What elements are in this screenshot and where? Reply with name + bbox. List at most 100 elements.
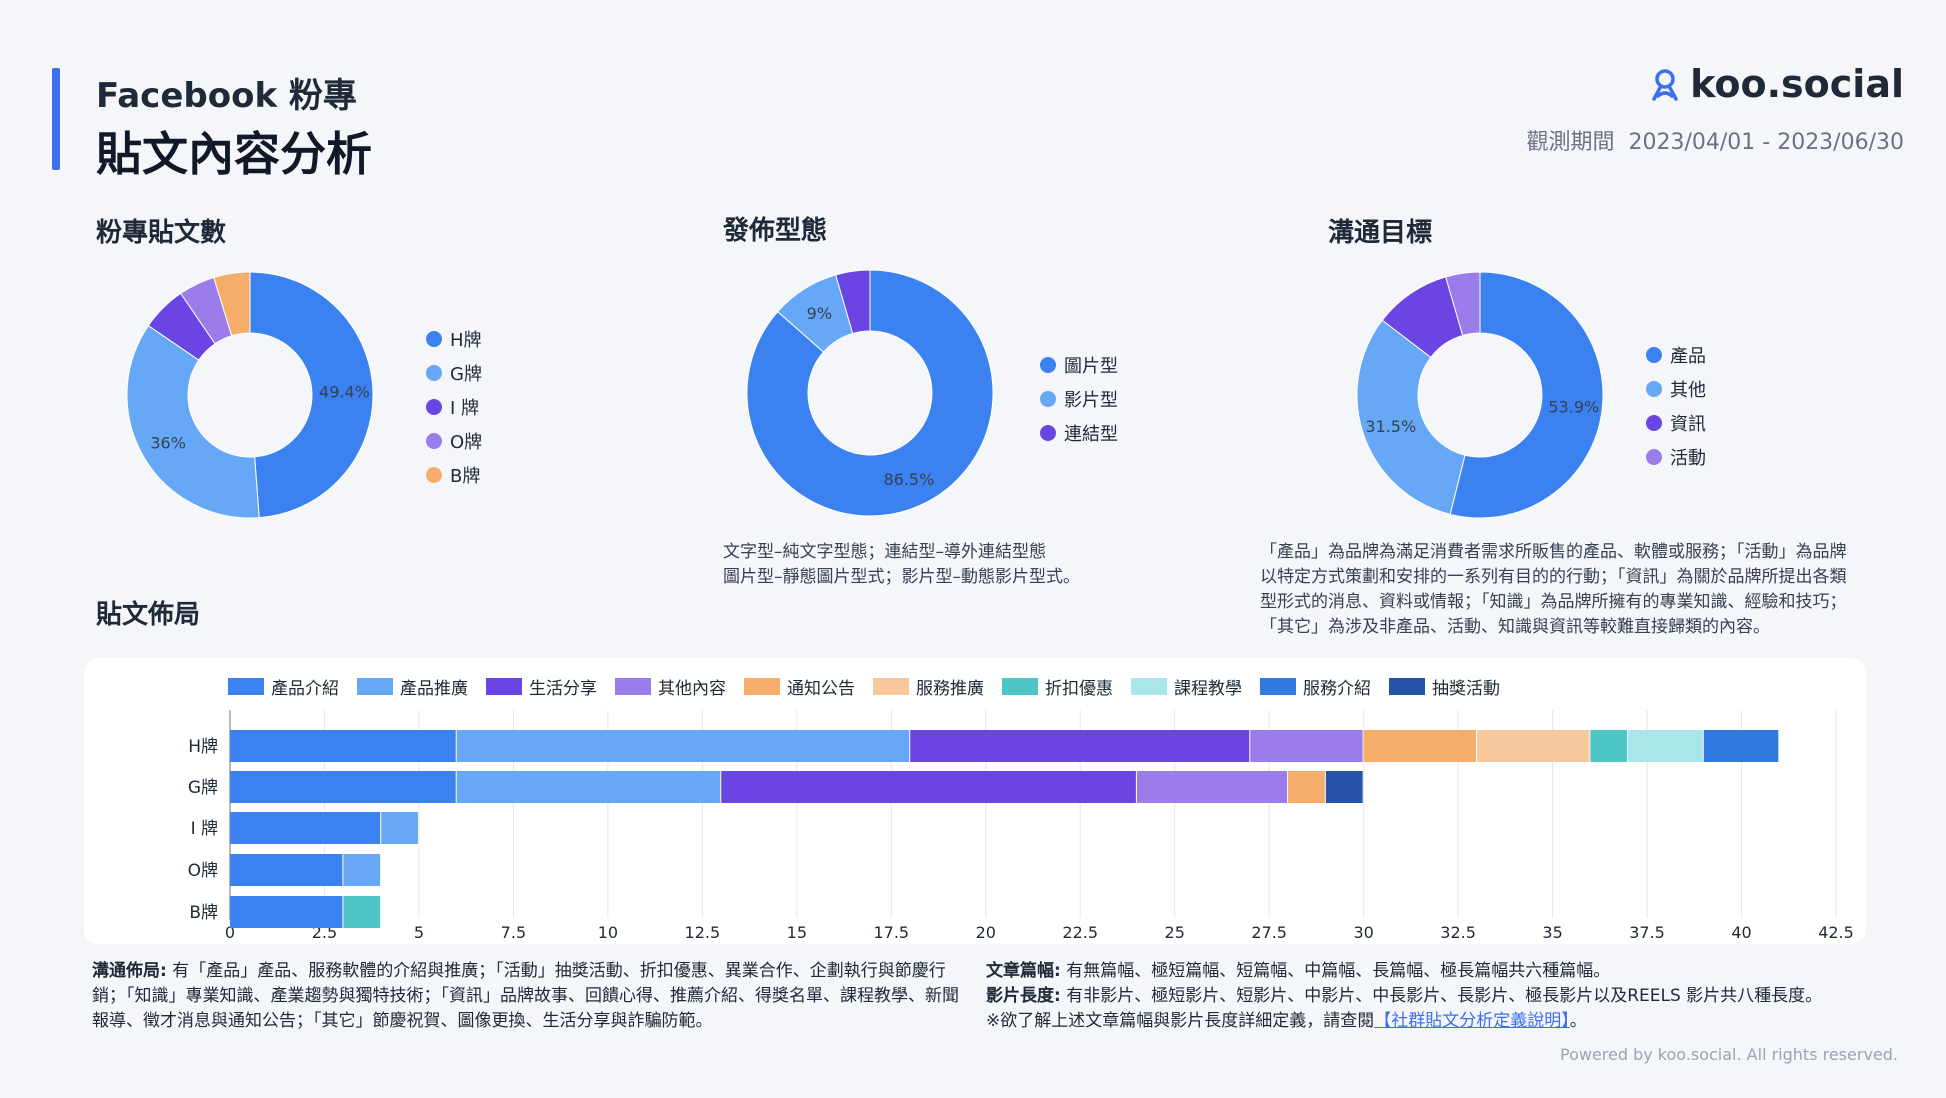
bar-legend-label: 生活分享 — [529, 679, 597, 699]
legend-dot-icon — [1040, 391, 1056, 407]
bar-legend-label: 服務推廣 — [916, 679, 984, 699]
format-legend: 圖片型影片型連結型 — [1040, 352, 1118, 446]
legend-dot-icon — [426, 331, 442, 347]
y-category-label: I 牌 — [191, 819, 218, 839]
layout-footnote: 溝通佈局: 有「產品」產品、服務軟體的介紹與推廣；「活動」抽獎活動、折扣優惠、異… — [92, 959, 972, 1034]
legend-item[interactable]: 影片型 — [1040, 386, 1118, 412]
legend-label: 圖片型 — [1064, 356, 1118, 377]
bar-segment — [230, 812, 381, 844]
legend-label: H牌 — [450, 330, 482, 351]
brand-logo[interactable]: koo.social — [1650, 62, 1904, 106]
layout-stacked-bar-chart: 0 2.5 5 7.5 10 12.5 15 17.5 20 22.5 25 27.5 30 32.5 35… — [188, 710, 1854, 942]
bar-legend-item[interactable]: 通知公告 — [744, 674, 855, 699]
legend-item[interactable]: 產品 — [1646, 342, 1706, 368]
legend-item[interactable]: 連結型 — [1040, 420, 1118, 446]
x-tick-label: 35 — [1542, 923, 1562, 942]
legend-dot-icon — [426, 433, 442, 449]
x-tick-label: 37.5 — [1629, 923, 1665, 942]
posts-legend: H牌 G牌 I 牌 O牌 B牌 — [426, 326, 482, 488]
x-tick-label: 17.5 — [873, 923, 909, 942]
bar-legend-item[interactable]: 服務推廣 — [873, 674, 984, 699]
legend-item[interactable]: H牌 — [426, 326, 482, 352]
slice-label: 86.5% — [883, 470, 934, 489]
legend-item[interactable]: 資訊 — [1646, 410, 1706, 436]
bar-segment — [343, 854, 381, 886]
donut-slice — [1356, 319, 1466, 515]
format-donut-chart: 86.5% 9% — [746, 269, 994, 517]
definition-link[interactable]: 【社群貼文分析定義說明】 — [1374, 1011, 1570, 1031]
bar-segment — [230, 730, 456, 762]
bar-legend-item[interactable]: 產品推廣 — [357, 674, 468, 699]
posts-section-title: 粉專貼文數 — [96, 218, 227, 248]
format-note: 文字型–純文字型態；連結型–導外連結型態 圖片型–靜態圖片型式；影片型–動態影片… — [723, 540, 1143, 590]
bar-segment — [1363, 730, 1477, 762]
donut-slice — [1445, 271, 1481, 337]
powered-by: Powered by koo.social. All rights reserv… — [1559, 1045, 1898, 1064]
bar-legend-item[interactable]: 其他內容 — [615, 674, 726, 699]
slice-label: 31.5% — [1365, 417, 1416, 436]
legend-swatch-icon — [228, 678, 264, 695]
length-footnote: 文章篇幅: 有無篇幅、極短篇幅、短篇幅、中篇幅、長篇幅、極長篇幅共六種篇幅。 影… — [986, 959, 1866, 1034]
legend-swatch-icon — [1131, 678, 1167, 695]
legend-item[interactable]: G牌 — [426, 360, 482, 386]
bar-legend-label: 課程教學 — [1174, 679, 1242, 699]
bar-legend-label: 產品介紹 — [271, 679, 339, 699]
video-length-text: 有非影片、極短影片、短影片、中影片、中長影片、長影片、極長影片以及REELS 影… — [1066, 986, 1823, 1006]
title-accent-bar — [52, 68, 60, 170]
legend-item[interactable]: 活動 — [1646, 444, 1706, 470]
x-tick-label: 25 — [1165, 923, 1185, 942]
video-length-label: 影片長度: — [986, 986, 1061, 1006]
article-length-text: 有無篇幅、極短篇幅、短篇幅、中篇幅、長篇幅、極長篇幅共六種篇幅。 — [1066, 961, 1611, 981]
bar-legend-item[interactable]: 抽獎活動 — [1389, 674, 1500, 699]
x-tick-label: 7.5 — [501, 923, 526, 942]
goal-section-title: 溝通目標 — [1328, 218, 1433, 248]
x-tick-label: 22.5 — [1062, 923, 1098, 942]
legend-swatch-icon — [1260, 678, 1296, 695]
legend-label: 產品 — [1670, 346, 1706, 367]
legend-label: B牌 — [450, 466, 481, 487]
legend-dot-icon — [426, 467, 442, 483]
y-category-label: B牌 — [189, 903, 218, 923]
legend-dot-icon — [1040, 425, 1056, 441]
bar-segment — [456, 730, 910, 762]
x-tick-label: 40 — [1731, 923, 1751, 942]
legend-swatch-icon — [1002, 678, 1038, 695]
legend-label: O牌 — [450, 432, 483, 453]
x-tick-label: 30 — [1353, 923, 1373, 942]
legend-swatch-icon — [744, 678, 780, 695]
period-label: 觀測期間 — [1526, 130, 1615, 155]
legend-dot-icon — [1646, 415, 1662, 431]
bar-legend-label: 抽獎活動 — [1432, 679, 1500, 699]
bar-legend-item[interactable]: 生活分享 — [486, 674, 597, 699]
video-length-row: 影片長度: 有非影片、極短影片、短影片、中影片、中長影片、長影片、極長影片以及R… — [986, 984, 1866, 1009]
bar-segment — [1325, 771, 1363, 803]
bar-segment — [456, 771, 721, 803]
bar-legend-item[interactable]: 課程教學 — [1131, 674, 1242, 699]
definition-ref-suffix: 。 — [1569, 1011, 1587, 1031]
legend-item[interactable]: 圖片型 — [1040, 352, 1118, 378]
layout-footnote-text: 有「產品」產品、服務軟體的介紹與推廣；「活動」抽獎活動、折扣優惠、異業合作、企劃… — [92, 961, 959, 1031]
legend-item[interactable]: B牌 — [426, 462, 482, 488]
bar-legend-item[interactable]: 服務介紹 — [1260, 674, 1371, 699]
legend-label: I 牌 — [450, 398, 480, 419]
format-note-line2: 圖片型–靜態圖片型式；影片型–動態影片型式。 — [723, 567, 1080, 587]
legend-item[interactable]: 其他 — [1646, 376, 1706, 402]
donut-slice — [1449, 271, 1604, 519]
y-category-label: O牌 — [188, 861, 218, 881]
bar-segment — [1288, 771, 1325, 803]
legend-dot-icon — [1646, 449, 1662, 465]
y-category-label: H牌 — [188, 737, 218, 757]
x-tick-label: 5 — [414, 923, 424, 942]
bar-legend-item[interactable]: 折扣優惠 — [1002, 674, 1113, 699]
legend-label: 活動 — [1670, 448, 1706, 469]
bar-segment — [1628, 730, 1703, 762]
legend-item[interactable]: O牌 — [426, 428, 482, 454]
legend-label: 影片型 — [1064, 390, 1118, 411]
x-tick-label: 15 — [787, 923, 807, 942]
bar-segment — [1703, 730, 1779, 762]
format-note-line1: 文字型–純文字型態；連結型–導外連結型態 — [723, 542, 1046, 562]
x-tick-label: 0 — [225, 923, 235, 942]
legend-item[interactable]: I 牌 — [426, 394, 482, 420]
bar-segment — [343, 896, 381, 928]
bar-legend-item[interactable]: 產品介紹 — [228, 674, 339, 699]
